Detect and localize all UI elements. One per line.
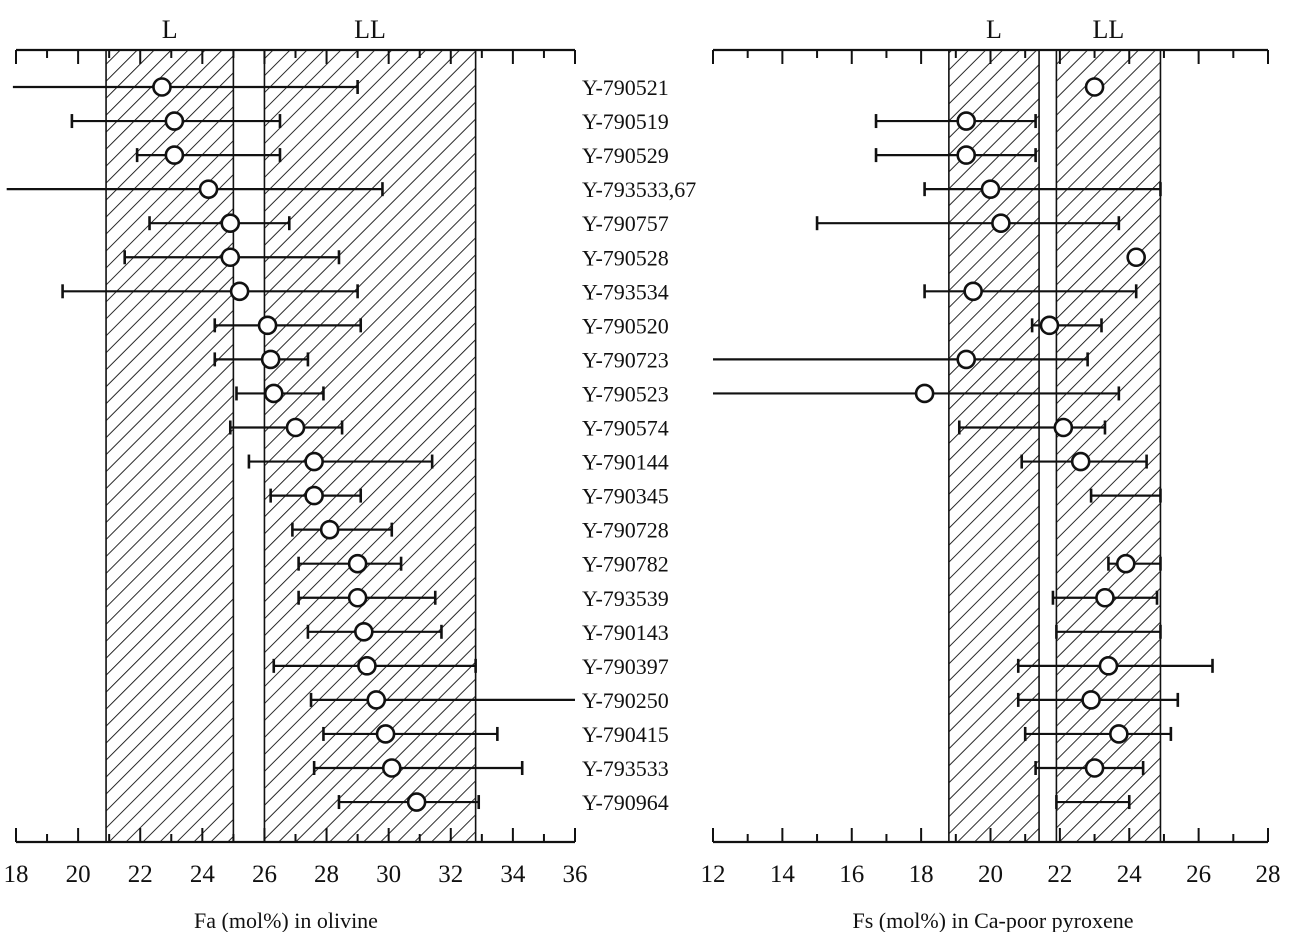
pyroxene-mean-point <box>1081 690 1101 710</box>
meteorite-label: Y-790250 <box>582 688 669 713</box>
meteorite-label: Y-790728 <box>582 518 669 543</box>
meteorite-label: Y-793534 <box>582 279 669 304</box>
olivine-tick-label: 34 <box>500 861 526 888</box>
olivine-tick-label: 18 <box>4 861 29 888</box>
olivine-x-axis-title: Fa (mol%) in olivine <box>194 908 378 932</box>
meteorite-label: Y-790574 <box>582 416 669 441</box>
olivine-zone-l <box>106 50 234 842</box>
olivine-mean-point <box>260 349 281 370</box>
olivine-tick-label: 32 <box>438 861 463 888</box>
olivine-zone-ll <box>264 50 476 842</box>
pyroxene-mean-point <box>1095 587 1115 608</box>
olivine-zone-label-ll: LL <box>354 15 386 44</box>
pyroxene-tick-label: 26 <box>1186 861 1211 888</box>
olivine-mean-point <box>304 451 324 472</box>
pyroxene-mean-point <box>1084 77 1105 97</box>
olivine-mean-point <box>381 758 402 778</box>
olivine-tick-label: 30 <box>376 861 401 888</box>
meteorite-label: Y-790415 <box>582 722 669 747</box>
meteorite-label: Y-790520 <box>582 313 669 338</box>
olivine-zone-label-l: L <box>162 15 178 44</box>
olivine-tick-label: 20 <box>66 861 91 888</box>
olivine-mean-point <box>263 383 284 404</box>
meteorite-label: Y-790529 <box>582 143 669 168</box>
olivine-tick-label: 24 <box>190 861 216 888</box>
pyroxene-mean-point <box>1109 724 1129 744</box>
olivine-mean-point <box>164 111 185 131</box>
olivine-tick-label: 36 <box>563 861 588 888</box>
pyroxene-mean-point <box>914 383 935 404</box>
pyroxene-tick-label: 28 <box>1256 861 1281 888</box>
meteorite-label: Y-790519 <box>582 109 669 134</box>
pyroxene-tick-label: 14 <box>770 861 796 888</box>
pyroxene-tick-label: 18 <box>909 861 934 888</box>
pyroxene-zone-ll <box>1056 50 1161 842</box>
pyroxene-mean-point <box>1126 247 1146 268</box>
meteorite-label: Y-790723 <box>582 347 669 372</box>
pyroxene-mean-point <box>980 179 1001 199</box>
meteorite-label: Y-790757 <box>582 211 669 236</box>
olivine-mean-point <box>406 792 427 812</box>
meteorite-label: Y-790523 <box>582 381 669 406</box>
olivine-mean-point <box>357 656 377 676</box>
olivine-mean-point <box>220 247 241 268</box>
olivine-mean-point <box>354 621 374 642</box>
pyroxene-mean-point <box>1053 417 1074 438</box>
pyroxene-tick-label: 20 <box>978 861 1003 888</box>
olivine-mean-point <box>319 519 340 540</box>
olivine-mean-point <box>229 281 250 302</box>
meteorite-label: Y-790521 <box>582 75 669 100</box>
meteorite-label: Y-790345 <box>582 484 669 509</box>
meteorite-label: Y-793533,67 <box>582 177 696 202</box>
pyroxene-x-axis-title: Fs (mol%) in Ca-poor pyroxene <box>852 908 1133 932</box>
pyroxene-mean-point <box>963 281 983 302</box>
meteorite-label: Y-790143 <box>582 620 669 645</box>
pyroxene-mean-point <box>1115 553 1136 574</box>
olivine-mean-point <box>347 587 368 608</box>
olivine-tick-label: 26 <box>252 861 277 888</box>
pyroxene-zone-label-ll: LL <box>1093 15 1125 44</box>
pyroxene-mean-point <box>956 349 977 370</box>
meteorite-label: Y-790782 <box>582 552 669 577</box>
olivine-mean-point <box>152 77 172 97</box>
pyroxene-mean-point <box>1084 758 1105 778</box>
pyroxene-tick-label: 12 <box>701 861 726 888</box>
olivine-mean-point <box>164 145 185 165</box>
pyroxene-mean-point <box>956 111 977 131</box>
pyroxene-tick-label: 16 <box>839 861 864 888</box>
pyroxene-mean-point <box>1039 315 1060 336</box>
meteorite-label: Y-790397 <box>582 654 669 679</box>
meteorite-name-column: Y-790521 Y-790519 Y-790529 Y-793533,67 Y-790… <box>582 75 696 815</box>
pyroxene-mean-point <box>1070 451 1091 472</box>
pyroxene-tick-label: 22 <box>1047 861 1072 888</box>
pyroxene-tick-label: 24 <box>1117 861 1143 888</box>
pyroxene-mean-point <box>991 213 1011 233</box>
olivine-mean-point <box>220 213 241 233</box>
pyroxene-mean-point <box>1098 656 1119 676</box>
pyroxene-zone-label-l: L <box>986 15 1002 44</box>
pyroxene-mean-point <box>956 145 977 165</box>
olivine-mean-point <box>366 690 387 710</box>
olivine-mean-point <box>285 417 306 438</box>
meteorite-label: Y-793539 <box>582 586 669 611</box>
meteorite-label: Y-790964 <box>582 790 669 815</box>
olivine-mean-point <box>198 179 219 199</box>
olivine-mean-point <box>375 724 396 744</box>
olivine-mean-point <box>347 553 368 574</box>
olivine-mean-point <box>257 315 278 336</box>
meteorite-label: Y-793533 <box>582 756 669 781</box>
pyroxene-zone-l <box>948 50 1040 842</box>
meteorite-label: Y-790528 <box>582 245 669 270</box>
olivine-tick-label: 28 <box>314 861 339 888</box>
olivine-mean-point <box>304 485 324 506</box>
meteorite-label: Y-790144 <box>582 450 669 475</box>
olivine-tick-label: 22 <box>128 861 153 888</box>
